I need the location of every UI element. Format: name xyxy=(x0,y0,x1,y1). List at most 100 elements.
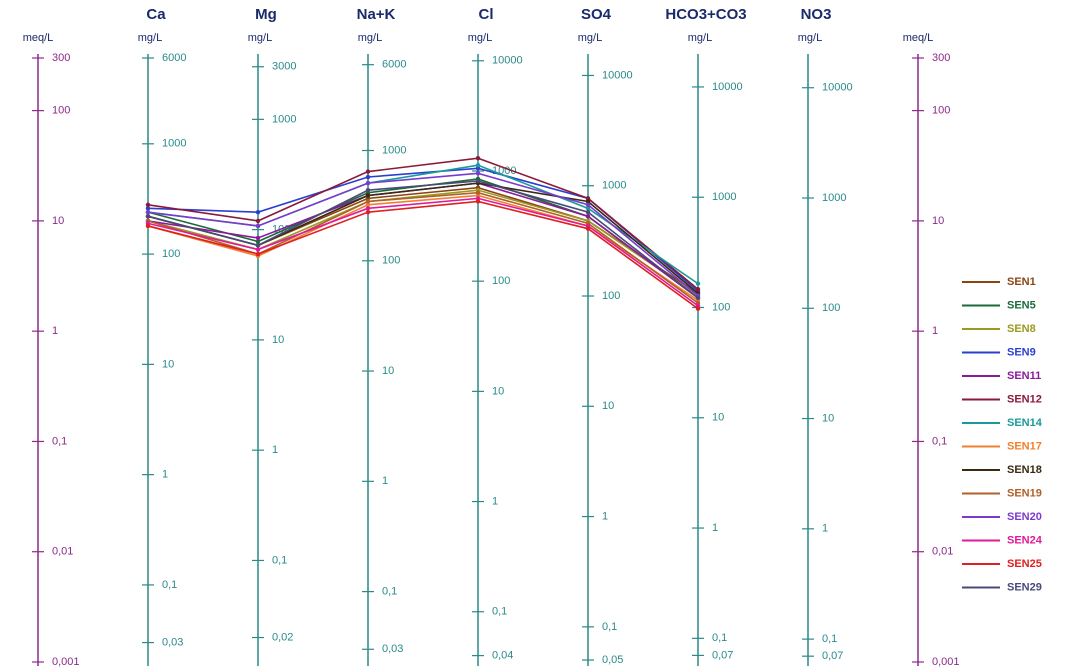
legend-label: SEN12 xyxy=(1007,393,1042,405)
point xyxy=(145,209,151,215)
tick-label: 0,03 xyxy=(382,643,403,655)
tick-label: 0,1 xyxy=(822,633,837,645)
legend-label: SEN11 xyxy=(1007,370,1041,382)
point xyxy=(365,174,371,180)
legend-label: SEN25 xyxy=(1007,558,1042,570)
tick-label: 0,01 xyxy=(932,546,953,558)
axis-unit: meq/L xyxy=(903,32,934,44)
tick-label: 0,1 xyxy=(712,632,727,644)
point xyxy=(475,156,481,161)
tick-label: 0,03 xyxy=(162,636,183,648)
axis-unit: meq/L xyxy=(23,32,54,44)
tick-label: 0,04 xyxy=(492,650,513,662)
legend-label: SEN18 xyxy=(1007,464,1042,476)
series-line xyxy=(147,157,699,290)
point xyxy=(585,214,591,219)
point xyxy=(475,178,481,184)
tick-label: 10 xyxy=(382,365,394,377)
tick-label: 10000 xyxy=(822,82,853,94)
tick-label: 1 xyxy=(932,325,938,337)
axis-unit: mg/L xyxy=(138,32,162,44)
series-line xyxy=(147,180,699,299)
point xyxy=(365,206,371,211)
tick-label: 100 xyxy=(822,302,840,314)
tick-label: 1 xyxy=(602,510,608,522)
point xyxy=(255,239,261,244)
legend-label: SEN8 xyxy=(1007,323,1036,335)
point xyxy=(365,199,371,204)
tick-label: 0,1 xyxy=(162,579,177,591)
tick-label: 0,01 xyxy=(52,546,73,558)
point xyxy=(255,209,261,215)
point xyxy=(365,209,371,215)
tick-label: 10 xyxy=(272,334,284,346)
axis-title: HCO3+CO3 xyxy=(665,6,746,23)
point xyxy=(475,199,481,204)
point xyxy=(365,193,371,198)
tick-label: 0,1 xyxy=(602,621,617,633)
tick-label: 10000 xyxy=(712,81,743,93)
tick-label: 6000 xyxy=(162,52,186,64)
axis-title: NO3 xyxy=(801,6,832,23)
point xyxy=(585,226,591,231)
point xyxy=(365,202,371,207)
point xyxy=(255,235,261,241)
tick-label: 0,1 xyxy=(52,435,67,447)
point xyxy=(255,247,261,252)
axis-title: Cl xyxy=(479,6,494,23)
tick-label: 0,1 xyxy=(932,435,947,447)
series-line xyxy=(147,197,699,307)
tick-label: 1000 xyxy=(162,138,186,150)
tick-label: 1 xyxy=(272,444,278,456)
point xyxy=(475,196,481,201)
tick-label: 0,001 xyxy=(52,656,80,668)
point xyxy=(365,187,371,193)
point xyxy=(475,190,481,195)
tick-label: 1 xyxy=(712,522,718,534)
tick-label: 10 xyxy=(492,385,504,397)
tick-label: 1 xyxy=(822,523,828,535)
series-line xyxy=(147,200,699,310)
legend-label: SEN29 xyxy=(1007,581,1042,593)
tick-label: 0,1 xyxy=(492,606,507,618)
point xyxy=(145,214,151,219)
point xyxy=(585,199,591,204)
tick-label: 10 xyxy=(602,400,614,412)
tick-label: 300 xyxy=(932,52,950,64)
tick-label: 0,02 xyxy=(272,631,293,643)
tick-label: 0,07 xyxy=(712,649,733,661)
point xyxy=(365,169,371,174)
point xyxy=(255,218,261,224)
point xyxy=(695,281,701,286)
tick-label: 6000 xyxy=(382,59,406,71)
point xyxy=(365,180,371,186)
tick-label: 0,1 xyxy=(272,554,287,566)
tick-label: 1 xyxy=(492,495,498,507)
tick-label: 100 xyxy=(382,255,400,267)
legend-label: SEN5 xyxy=(1007,299,1036,311)
point xyxy=(255,243,261,248)
axis-title: Na+K xyxy=(357,6,396,23)
tick-label: 1000 xyxy=(382,144,406,156)
tick-label: 10 xyxy=(712,412,724,424)
legend-label: SEN20 xyxy=(1007,511,1042,523)
point xyxy=(475,162,481,168)
point xyxy=(695,287,701,292)
tick-label: 10000 xyxy=(602,69,633,81)
tick-label: 3000 xyxy=(272,61,296,73)
legend-label: SEN17 xyxy=(1007,440,1042,452)
point xyxy=(475,171,481,176)
tick-label: 1000 xyxy=(272,113,296,125)
legend-label: SEN1 xyxy=(1007,276,1036,288)
tick-label: 1000 xyxy=(602,180,626,192)
tick-label: 0,07 xyxy=(822,650,843,662)
axis-title: SO4 xyxy=(581,6,612,23)
tick-label: 1000 xyxy=(712,191,736,203)
tick-label: 10 xyxy=(52,215,64,227)
tick-label: 10 xyxy=(932,215,944,227)
tick-label: 10000 xyxy=(492,55,523,67)
legend-label: SEN9 xyxy=(1007,346,1036,358)
tick-label: 0,1 xyxy=(382,586,397,598)
tick-label: 10 xyxy=(162,358,174,370)
